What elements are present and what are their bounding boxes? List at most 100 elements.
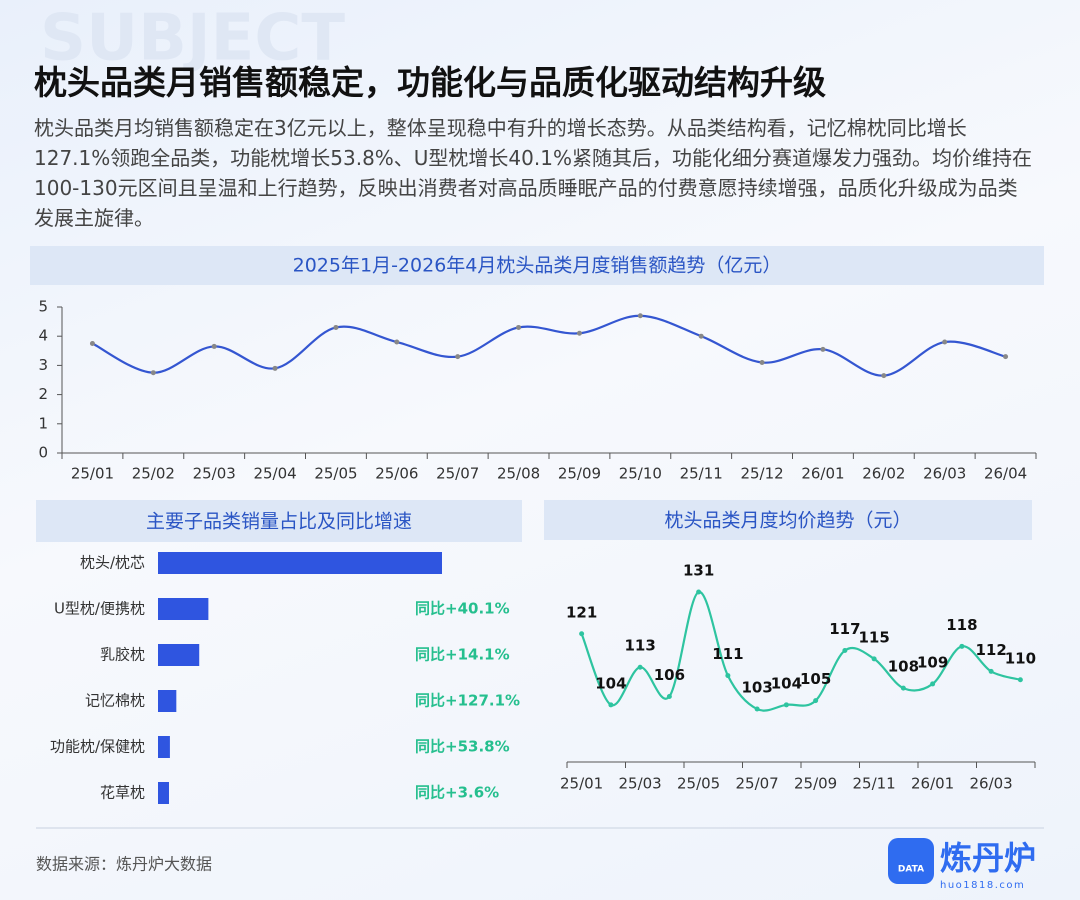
point bbox=[150, 370, 156, 376]
bar bbox=[158, 690, 177, 712]
summary: 枕头品类月均销售额稳定在3亿元以上，整体呈现稳中有升的增长态势。从品类结构看，记… bbox=[34, 116, 1032, 230]
x-tick-label: 25/05 bbox=[314, 465, 357, 483]
logo-badge: DATA bbox=[898, 865, 924, 875]
annotation: 同比+40.1% bbox=[415, 600, 510, 618]
x-tick-label: 25/01 bbox=[71, 465, 114, 483]
data-label: 121 bbox=[566, 603, 597, 621]
data-label: 110 bbox=[1005, 649, 1036, 667]
point bbox=[988, 668, 994, 674]
point bbox=[900, 685, 906, 691]
y-tick-label: U型枕/便携枕 bbox=[54, 600, 145, 618]
chart-title: 2025年1月-2026年4月枕头品类月度销售额趋势（亿元） bbox=[293, 255, 782, 277]
point bbox=[754, 706, 760, 712]
y-tick-label: 记忆棉枕 bbox=[85, 692, 145, 710]
bar bbox=[158, 598, 209, 620]
x-tick-label: 26/02 bbox=[862, 465, 905, 483]
point bbox=[959, 643, 965, 649]
x-tick-label: 25/07 bbox=[436, 465, 479, 483]
watermark: SUBJECT bbox=[40, 2, 345, 76]
x-tick-label: 26/03 bbox=[970, 775, 1013, 793]
x-tick-label: 26/04 bbox=[984, 465, 1027, 483]
annotation: 同比+3.6% bbox=[415, 784, 499, 802]
x-tick-label: 25/05 bbox=[677, 775, 720, 793]
point bbox=[696, 589, 702, 595]
data-label: 112 bbox=[975, 641, 1006, 659]
x-tick-label: 25/09 bbox=[558, 465, 601, 483]
logo-name: 炼丹炉 bbox=[940, 839, 1036, 877]
point bbox=[759, 359, 765, 365]
point bbox=[813, 698, 819, 704]
chart-title: 枕头品类月度均价趋势（元） bbox=[664, 510, 911, 532]
point bbox=[942, 339, 948, 345]
y-tick-label: 乳胶枕 bbox=[100, 646, 145, 664]
line bbox=[91, 314, 1006, 377]
data-label: 131 bbox=[683, 562, 714, 580]
point bbox=[455, 354, 461, 360]
data-label: 106 bbox=[654, 666, 685, 684]
y-tick-label: 3 bbox=[38, 356, 48, 374]
point bbox=[881, 373, 887, 379]
x-tick-label: 25/09 bbox=[794, 775, 837, 793]
data-label: 104 bbox=[771, 674, 802, 692]
x-tick-label: 25/07 bbox=[736, 775, 779, 793]
logo-url: huo1818.com bbox=[940, 880, 1025, 891]
y-tick-label: 5 bbox=[38, 298, 48, 316]
x-tick-label: 25/11 bbox=[853, 775, 896, 793]
point bbox=[666, 693, 672, 699]
logo-icon bbox=[888, 838, 934, 884]
point bbox=[1003, 354, 1009, 360]
point bbox=[842, 648, 848, 653]
x-tick-label: 26/01 bbox=[911, 775, 954, 793]
x-tick-label: 25/11 bbox=[680, 465, 723, 483]
y-tick-label: 枕头/枕芯 bbox=[80, 554, 145, 572]
bar bbox=[158, 736, 170, 758]
chart-header bbox=[544, 500, 1032, 540]
x-tick-label: 25/10 bbox=[619, 465, 662, 483]
source: 数据来源：炼丹炉大数据 bbox=[36, 855, 212, 874]
point bbox=[871, 656, 877, 662]
y-tick-label: 4 bbox=[38, 327, 48, 345]
chart-title: 主要子品类销量占比及同比增速 bbox=[146, 511, 412, 533]
title: 枕头品类月销售额稳定，功能化与品质化驱动结构升级 bbox=[34, 63, 826, 102]
point bbox=[698, 333, 704, 339]
point bbox=[272, 365, 278, 371]
bar bbox=[158, 644, 200, 666]
x-tick-label: 25/01 bbox=[560, 775, 603, 793]
point bbox=[394, 339, 400, 345]
point bbox=[333, 324, 339, 330]
data-label: 118 bbox=[946, 616, 977, 634]
data-label: 104 bbox=[595, 674, 626, 692]
y-tick-label: 花草枕 bbox=[100, 784, 145, 802]
point bbox=[608, 702, 614, 708]
point bbox=[1017, 677, 1023, 683]
point bbox=[725, 673, 731, 679]
data-label: 105 bbox=[800, 670, 831, 688]
point bbox=[783, 702, 789, 708]
point bbox=[89, 341, 95, 346]
data-label: 108 bbox=[888, 658, 919, 676]
data-label: 117 bbox=[829, 620, 860, 638]
point bbox=[516, 324, 522, 330]
point bbox=[211, 343, 217, 349]
y-tick-label: 1 bbox=[38, 414, 48, 432]
data-label: 111 bbox=[712, 645, 743, 663]
data-label: 103 bbox=[741, 679, 772, 697]
x-tick-label: 25/04 bbox=[253, 465, 296, 483]
x-tick-label: 25/06 bbox=[375, 465, 418, 483]
bar bbox=[158, 782, 169, 804]
point bbox=[637, 664, 643, 670]
annotation: 同比+127.1% bbox=[415, 692, 520, 710]
x-tick-label: 25/12 bbox=[740, 465, 783, 483]
point bbox=[637, 313, 643, 319]
bar bbox=[158, 552, 442, 574]
x-tick-label: 25/03 bbox=[193, 465, 236, 483]
point bbox=[576, 330, 582, 336]
data-label: 113 bbox=[624, 637, 655, 655]
data-label: 115 bbox=[858, 628, 889, 646]
y-tick-label: 功能枕/保健枕 bbox=[50, 738, 145, 756]
point bbox=[820, 346, 826, 352]
x-tick-label: 25/03 bbox=[619, 775, 662, 793]
annotation: 同比+53.8% bbox=[415, 738, 510, 756]
